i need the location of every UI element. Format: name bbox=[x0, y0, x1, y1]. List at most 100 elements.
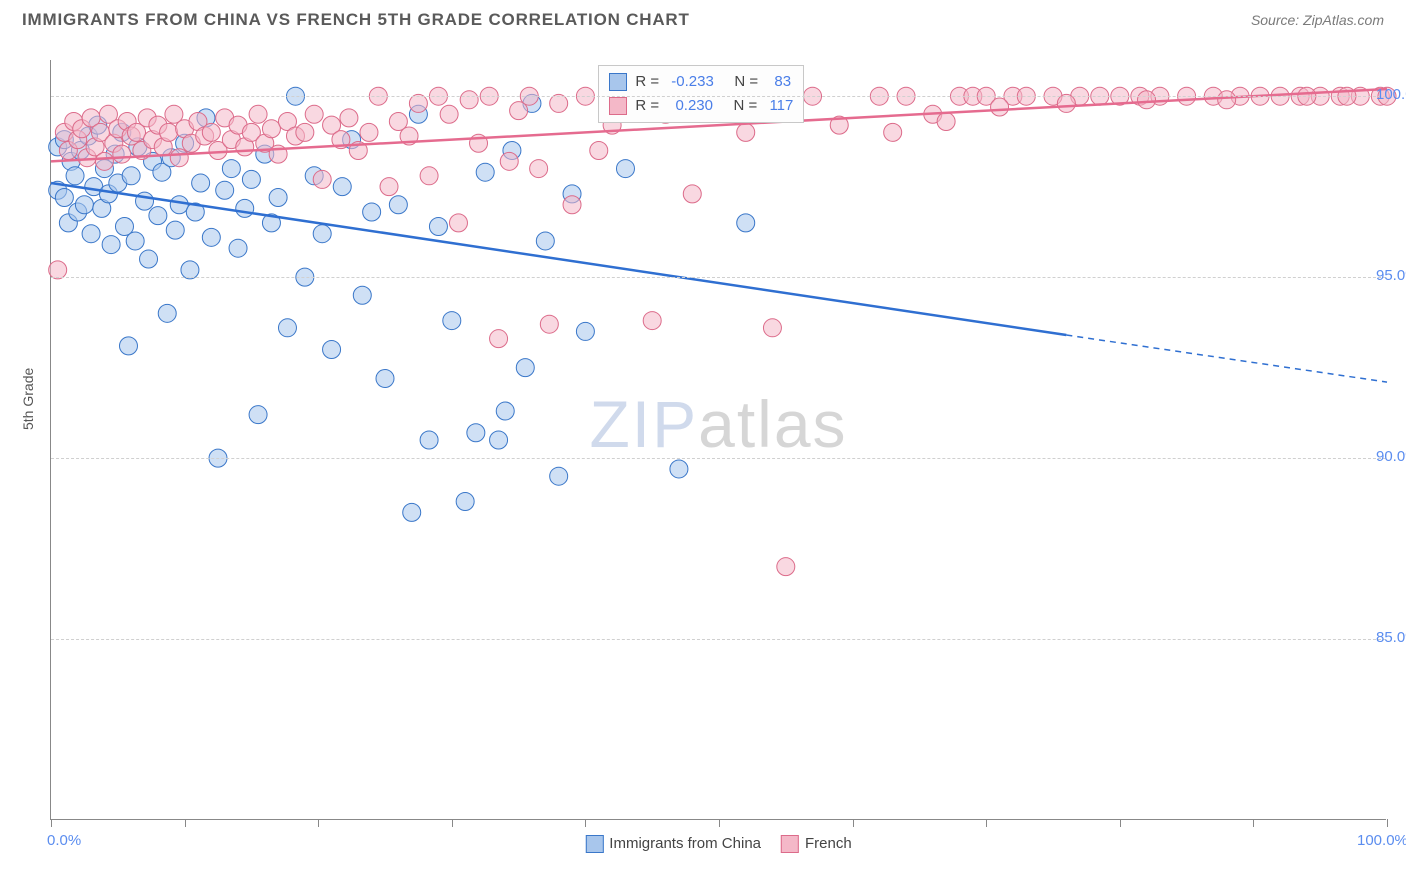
data-point bbox=[296, 123, 314, 141]
data-point bbox=[249, 406, 267, 424]
data-point bbox=[991, 98, 1009, 116]
stat-n-label: N = bbox=[721, 94, 761, 118]
legend-label: Immigrants from China bbox=[609, 835, 761, 852]
y-tick-label: 100.0% bbox=[1376, 86, 1406, 103]
data-point bbox=[1138, 91, 1156, 109]
data-point bbox=[563, 196, 581, 214]
data-point bbox=[420, 167, 438, 185]
legend: Immigrants from China French bbox=[585, 835, 851, 853]
gridline bbox=[51, 277, 1386, 278]
legend-swatch bbox=[585, 835, 603, 853]
data-point bbox=[313, 170, 331, 188]
data-point bbox=[590, 141, 608, 159]
data-point bbox=[202, 123, 220, 141]
data-point bbox=[75, 196, 93, 214]
data-point bbox=[1218, 91, 1236, 109]
x-tick bbox=[452, 819, 453, 827]
plot-area: ZIPatlas R = -0.233 N = 83R = 0.230 N = … bbox=[50, 60, 1386, 820]
gridline bbox=[51, 458, 1386, 459]
data-point bbox=[449, 214, 467, 232]
data-point bbox=[683, 185, 701, 203]
stats-row: R = -0.233 N = 83 bbox=[609, 70, 793, 94]
data-point bbox=[166, 221, 184, 239]
data-point bbox=[305, 105, 323, 123]
data-point bbox=[249, 105, 267, 123]
data-point bbox=[113, 145, 131, 163]
data-point bbox=[496, 402, 514, 420]
stats-row: R = 0.230 N = 117 bbox=[609, 94, 793, 118]
data-point bbox=[363, 203, 381, 221]
x-tick-label: 100.0% bbox=[1357, 832, 1406, 849]
x-tick bbox=[986, 819, 987, 827]
data-point bbox=[242, 170, 260, 188]
gridline bbox=[51, 639, 1386, 640]
gridline bbox=[51, 96, 1386, 97]
data-point bbox=[576, 322, 594, 340]
stat-r-value: -0.233 bbox=[671, 70, 714, 94]
data-point bbox=[140, 250, 158, 268]
x-tick bbox=[1120, 819, 1121, 827]
data-point bbox=[313, 225, 331, 243]
stat-n-value: 83 bbox=[770, 70, 791, 94]
data-point bbox=[530, 160, 548, 178]
data-point bbox=[443, 312, 461, 330]
data-point bbox=[490, 431, 508, 449]
data-point bbox=[202, 228, 220, 246]
x-tick bbox=[719, 819, 720, 827]
data-point bbox=[389, 196, 407, 214]
data-point bbox=[467, 424, 485, 442]
data-point bbox=[884, 123, 902, 141]
data-point bbox=[102, 236, 120, 254]
data-point bbox=[516, 359, 534, 377]
data-point bbox=[170, 149, 188, 167]
scatter-svg bbox=[51, 60, 1386, 819]
x-tick bbox=[185, 819, 186, 827]
data-point bbox=[490, 330, 508, 348]
data-point bbox=[158, 304, 176, 322]
correlation-stats-box: R = -0.233 N = 83R = 0.230 N = 117 bbox=[598, 65, 804, 123]
data-point bbox=[540, 315, 558, 333]
data-point bbox=[420, 431, 438, 449]
data-point bbox=[278, 319, 296, 337]
data-point bbox=[126, 232, 144, 250]
stat-r-label: R = bbox=[635, 94, 663, 118]
data-point bbox=[333, 178, 351, 196]
data-point bbox=[670, 460, 688, 478]
data-point bbox=[550, 467, 568, 485]
legend-swatch bbox=[781, 835, 799, 853]
y-tick-label: 85.0% bbox=[1376, 629, 1406, 646]
data-point bbox=[262, 120, 280, 138]
data-point bbox=[66, 167, 84, 185]
data-point bbox=[353, 286, 371, 304]
data-point bbox=[429, 217, 447, 235]
x-tick bbox=[853, 819, 854, 827]
data-point bbox=[149, 207, 167, 225]
stat-r-value: 0.230 bbox=[671, 94, 713, 118]
data-point bbox=[236, 199, 254, 217]
data-point bbox=[737, 214, 755, 232]
data-point bbox=[403, 503, 421, 521]
legend-label: French bbox=[805, 835, 852, 852]
data-point bbox=[937, 113, 955, 131]
data-point bbox=[95, 152, 113, 170]
x-tick bbox=[51, 819, 52, 827]
data-point bbox=[170, 196, 188, 214]
data-point bbox=[777, 558, 795, 576]
legend-item: French bbox=[781, 835, 852, 853]
data-point bbox=[160, 123, 178, 141]
data-point bbox=[269, 189, 287, 207]
x-tick bbox=[318, 819, 319, 827]
data-point bbox=[500, 152, 518, 170]
data-point bbox=[360, 123, 378, 141]
stat-r-label: R = bbox=[635, 70, 663, 94]
data-point bbox=[380, 178, 398, 196]
data-point bbox=[82, 225, 100, 243]
chart-title: IMMIGRANTS FROM CHINA VS FRENCH 5TH GRAD… bbox=[22, 10, 690, 30]
stat-n-value: 117 bbox=[769, 94, 793, 118]
data-point bbox=[460, 91, 478, 109]
data-point bbox=[222, 160, 240, 178]
data-point bbox=[737, 123, 755, 141]
x-tick bbox=[1387, 819, 1388, 827]
trend-line bbox=[51, 183, 1066, 335]
chart-header: IMMIGRANTS FROM CHINA VS FRENCH 5TH GRAD… bbox=[0, 0, 1406, 40]
